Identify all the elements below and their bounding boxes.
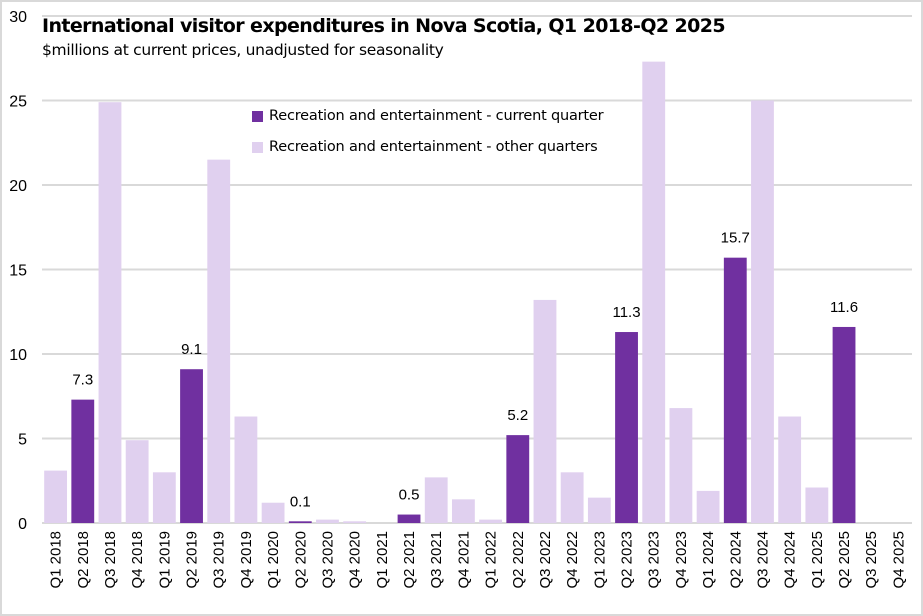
x-tick-label: Q4 2021 (455, 531, 472, 589)
x-tick-label: Q4 2022 (564, 531, 581, 589)
data-label: 0.5 (399, 487, 420, 504)
bar-current-q2-2018 (71, 399, 95, 523)
legend-item-other: Recreation and entertainment - other qua… (252, 137, 603, 157)
x-tick-label: Q1 2024 (700, 531, 717, 589)
bar-other-q3-2021 (424, 477, 448, 523)
bar-other-q3-2023 (642, 61, 666, 523)
x-tick-label: Q1 2020 (265, 531, 282, 589)
x-tick-label: Q1 2021 (374, 531, 391, 589)
bar-other-q4-2021 (451, 499, 475, 523)
x-tick-label: Q4 2025 (890, 531, 907, 589)
bar-current-q2-2021 (397, 514, 421, 523)
x-axis-ticks: Q1 2018 Q2 2018 Q3 2018 Q4 2018 Q1 2019 Q2 20… (48, 531, 908, 589)
bar-current-q2-2023 (615, 332, 638, 523)
bar-other-q3-2022 (533, 299, 557, 523)
bar-other-q1-2020 (261, 502, 285, 523)
legend-item-current: Recreation and entertainment - current q… (252, 106, 604, 126)
x-tick-label: Q4 2020 (347, 531, 364, 589)
x-tick-label: Q1 2018 (48, 531, 65, 589)
x-tick-label: Q2 2020 (292, 531, 309, 589)
bar-other-q4-2023 (669, 408, 693, 523)
x-tick-label: Q2 2021 (401, 531, 418, 589)
x-tick-label: Q2 2022 (510, 531, 527, 589)
x-tick-label: Q1 2023 (591, 531, 608, 589)
y-tick-label: 25 (9, 94, 27, 111)
x-tick-label: Q3 2021 (428, 531, 445, 589)
legend-label-other: Recreation and entertainment - other qua… (269, 139, 598, 155)
y-tick-label: 0 (18, 516, 27, 533)
data-labels: 7.3 9.1 0.1 0.5 5.2 11.3 15.7 11.6 (72, 230, 858, 511)
x-tick-label: Q2 2018 (75, 531, 92, 589)
bar-other-q1-2019 (152, 472, 176, 523)
bar-other-q1-2025 (805, 487, 829, 523)
x-tick-label: Q4 2019 (238, 531, 255, 589)
x-tick-label: Q1 2022 (483, 531, 500, 589)
x-tick-label: Q3 2025 (863, 531, 880, 589)
legend-swatch-other (252, 141, 263, 153)
bar-other-q4-2022 (560, 472, 584, 523)
bar-other-q4-2019 (234, 416, 258, 523)
data-label: 7.3 (72, 372, 93, 389)
y-tick-label: 30 (9, 9, 27, 26)
bar-other-q3-2024 (751, 100, 774, 523)
x-tick-label: Q4 2018 (129, 531, 146, 589)
x-tick-label: Q3 2019 (211, 531, 228, 589)
data-label: 9.1 (181, 341, 202, 358)
bar-current-q2-2024 (723, 257, 747, 523)
y-tick-label: 5 (18, 432, 27, 449)
bar-current-q2-2020 (288, 521, 312, 523)
x-tick-label: Q3 2022 (537, 531, 554, 589)
y-tick-label: 20 (9, 178, 27, 195)
x-tick-label: Q2 2023 (619, 531, 636, 589)
x-tick-label: Q3 2018 (102, 531, 119, 589)
x-tick-label: Q2 2025 (836, 531, 853, 589)
bar-other-q4-2020 (343, 521, 367, 523)
x-tick-label: Q4 2024 (782, 531, 799, 589)
data-label: 11.3 (612, 304, 640, 321)
bar-other-q3-2018 (98, 102, 122, 523)
bar-current-q2-2019 (180, 369, 203, 523)
y-tick-label: 10 (9, 347, 27, 364)
chart-title: International visitor expenditures in No… (42, 15, 726, 37)
y-axis-ticks: 0 5 10 15 20 25 30 (9, 9, 27, 533)
bar-other-q1-2023 (587, 497, 611, 523)
x-tick-label: Q2 2019 (184, 531, 201, 589)
data-label: 11.6 (830, 299, 858, 316)
bar-other-q1-2022 (479, 519, 503, 523)
x-tick-label: Q1 2019 (156, 531, 173, 589)
y-tick-label: 15 (9, 263, 27, 280)
x-tick-label: Q1 2025 (809, 531, 826, 589)
x-tick-label: Q4 2023 (673, 531, 690, 589)
bars (44, 61, 856, 523)
legend-swatch-current (252, 110, 263, 122)
legend-label-current: Recreation and entertainment - current q… (269, 108, 604, 124)
bar-other-q3-2019 (207, 159, 231, 523)
data-label: 15.7 (721, 230, 750, 247)
data-label: 5.2 (507, 407, 528, 424)
x-tick-label: Q3 2024 (754, 531, 771, 589)
chart-subtitle: $millions at current prices, unadjusted … (42, 41, 444, 59)
bar-other-q1-2024 (696, 490, 720, 523)
bar-other-q1-2018 (44, 470, 68, 523)
x-tick-label: Q3 2023 (646, 531, 663, 589)
x-tick-label: Q2 2024 (727, 531, 744, 589)
x-tick-label: Q3 2020 (319, 531, 336, 589)
bar-current-q2-2022 (506, 435, 530, 523)
bar-other-q4-2024 (778, 416, 802, 523)
bar-other-q3-2020 (316, 519, 339, 523)
bar-current-q2-2025 (832, 326, 856, 523)
data-label: 0.1 (290, 493, 311, 510)
legend: Recreation and entertainment - current q… (252, 106, 604, 168)
bar-other-q4-2018 (125, 440, 149, 523)
